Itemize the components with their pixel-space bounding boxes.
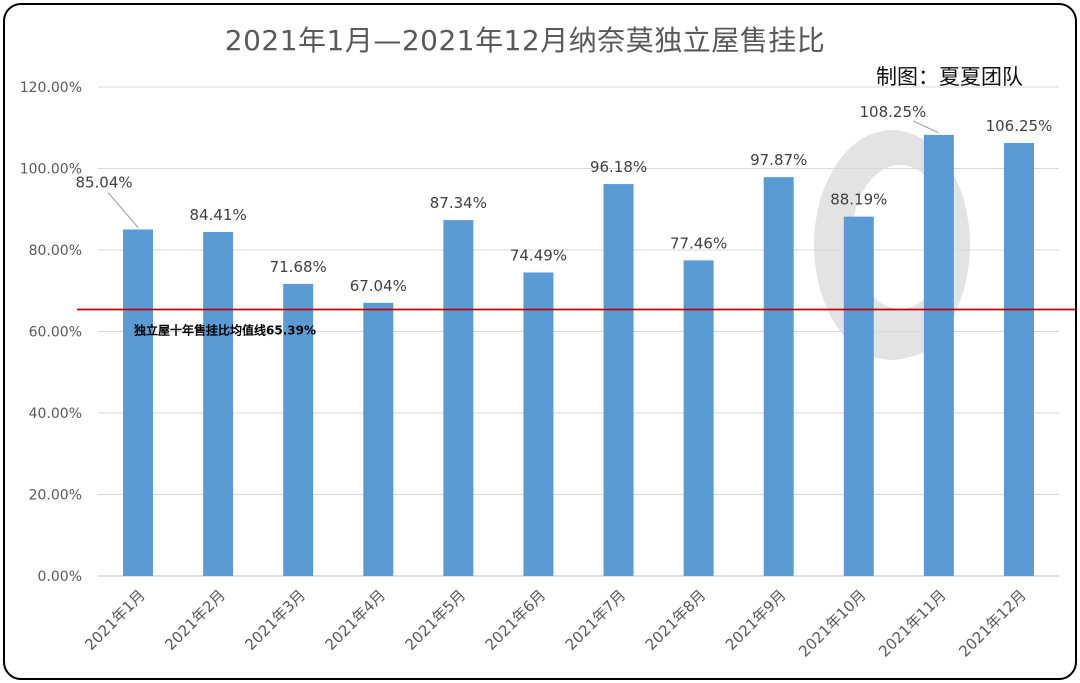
data-label: 87.34% [430,194,487,212]
bar-chart: 0.00% 20.00% 40.00% 60.00% 80.00% 100.00% 120.… [20,80,1075,661]
x-tick-label: 2021年4月 [321,586,389,654]
bar [443,220,474,577]
label-leader-line [912,120,940,134]
x-tick-label: 2021年2月 [161,586,229,654]
x-tick-label: 2021年10月 [795,586,869,660]
x-tick-label: 2021年5月 [402,586,470,654]
data-label: 96.18% [590,158,647,176]
label-leader-line [107,192,139,228]
y-tick-label: 100.00% [20,162,82,178]
reference-line-label: 独立屋十年售挂比均值线65.39% [133,323,316,338]
data-label: 97.87% [750,151,807,169]
y-tick-label: 40.00% [29,406,82,422]
chart-credit: 制图：夏夏团队 [876,65,1023,89]
chart-frame: 2021年1月—2021年12月纳奈莫独立屋售挂比 制图：夏夏团队 0.00% 2… [3,3,1077,680]
y-tick-label: 120.00% [20,80,82,96]
data-label: 108.25% [860,103,927,121]
x-tick-label: 2021年8月 [642,586,710,654]
x-tick-label: 2021年11月 [875,586,949,660]
x-tick-label: 2021年7月 [562,586,630,654]
bar [1003,143,1034,576]
data-label: 85.04% [75,173,132,191]
data-label: 71.68% [270,258,327,276]
bar [763,177,794,576]
bar [523,272,554,576]
bar [123,229,154,576]
x-tick-label: 2021年1月 [81,586,149,654]
chart-title: 2021年1月—2021年12月纳奈莫独立屋售挂比 [224,24,826,57]
y-tick-label: 60.00% [29,325,82,341]
y-tick-label: 20.00% [29,488,82,504]
bar [283,283,314,576]
bar [203,232,234,577]
bar [603,184,634,576]
y-tick-label: 0.00% [38,569,82,585]
bar [843,216,874,577]
data-label: 88.19% [830,191,887,209]
data-label: 74.49% [510,246,567,264]
data-label: 67.04% [350,277,407,295]
x-tick-label: 2021年9月 [722,586,790,654]
bar [923,134,954,576]
data-label: 106.25% [986,117,1053,135]
data-label: 84.41% [190,206,247,224]
x-tick-label: 2021年12月 [955,586,1029,660]
y-tick-label: 80.00% [29,243,82,259]
data-label: 77.46% [670,234,727,252]
bar [363,302,394,576]
x-tick-label: 2021年6月 [482,586,550,654]
x-tick-label: 2021年3月 [241,586,309,654]
bar [683,260,714,576]
